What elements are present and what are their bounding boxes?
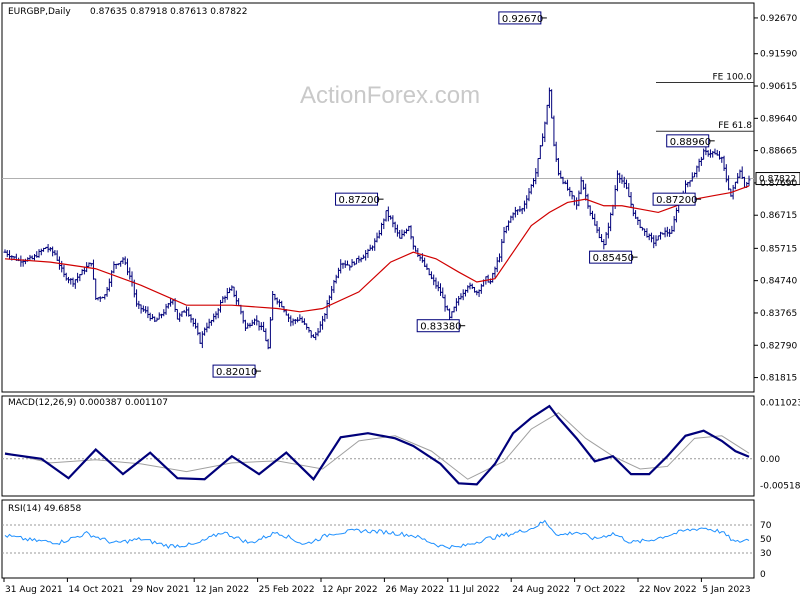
rsi-y-tick-label: 50 bbox=[760, 535, 772, 545]
x-tick-label: 29 Nov 2021 bbox=[132, 585, 190, 595]
watermark: ActionForex.com bbox=[300, 82, 480, 109]
price-y-tick-label: 0.83765 bbox=[760, 309, 797, 319]
x-tick-label: 22 Nov 2022 bbox=[639, 585, 697, 595]
macd-signal-line bbox=[4, 412, 750, 480]
annotation-box bbox=[416, 319, 460, 333]
annotation-label: 0.87200 bbox=[656, 195, 697, 206]
annotation-label: 0.82010 bbox=[216, 367, 257, 378]
rsi-panel-frame bbox=[1, 499, 755, 579]
x-tick-label: 12 Jan 2022 bbox=[195, 585, 249, 595]
x-tick-label: 31 Aug 2021 bbox=[5, 585, 63, 595]
annotation-label: 0.87200 bbox=[339, 195, 380, 206]
price-y-tick-label: 0.89640 bbox=[760, 114, 797, 124]
price-panel-frame bbox=[1, 2, 755, 393]
price-y-tick-label: 0.88665 bbox=[760, 147, 797, 157]
annotation-label: 0.88960 bbox=[670, 137, 711, 148]
annotation-label: 0.83380 bbox=[420, 322, 461, 333]
x-tick-label: 14 Oct 2021 bbox=[68, 585, 124, 595]
current-price-label: 0.87822 bbox=[759, 175, 796, 185]
macd-panel-frame bbox=[1, 395, 755, 497]
annotation-box bbox=[652, 192, 696, 206]
moving-average-line bbox=[4, 185, 750, 313]
price-panel-title: EURGBP,Daily bbox=[8, 7, 71, 17]
annotation-label: 0.92670 bbox=[502, 14, 543, 25]
macd-panel-title: MACD(12,26,9) 0.000387 0.001107 bbox=[8, 398, 168, 408]
annotation-label: 0.85450 bbox=[593, 253, 634, 264]
macd-y-tick-label: 0.00 bbox=[760, 455, 780, 465]
rsi-y-tick-label: 0 bbox=[760, 570, 766, 580]
x-tick-label: 26 May 2022 bbox=[385, 585, 444, 595]
x-tick-label: 5 Jan 2023 bbox=[702, 585, 750, 595]
price-y-tick-label: 0.92670 bbox=[760, 14, 797, 24]
price-y-tick-label: 0.91590 bbox=[760, 50, 797, 60]
price-y-tick-label: 0.81815 bbox=[760, 374, 797, 384]
macd-y-tick-label: 0.011023 bbox=[760, 398, 800, 408]
macd-line bbox=[4, 404, 750, 486]
x-tick-label: 11 Jul 2022 bbox=[449, 585, 500, 595]
price-panel-ohlc: 0.87635 0.87918 0.87613 0.87822 bbox=[90, 7, 247, 17]
fib-level-label: FE 100.0 bbox=[713, 73, 753, 83]
rsi-panel-title: RSI(14) 49.6858 bbox=[8, 504, 81, 514]
annotation-box bbox=[498, 11, 542, 25]
rsi-y-tick-label: 70 bbox=[760, 521, 772, 531]
rsi-y-tick-label: 30 bbox=[760, 549, 772, 559]
price-y-tick-label: 0.90615 bbox=[760, 82, 797, 92]
price-y-tick-label: 0.86715 bbox=[760, 211, 797, 221]
price-y-tick-label: 0.84740 bbox=[760, 277, 797, 287]
x-tick-label: 25 Feb 2022 bbox=[259, 585, 315, 595]
price-y-tick-label: 0.82790 bbox=[760, 341, 797, 351]
annotation-box bbox=[666, 134, 710, 148]
fib-level-label: FE 61.8 bbox=[718, 121, 752, 131]
x-tick-label: 7 Oct 2022 bbox=[576, 585, 626, 595]
x-tick-label: 12 Apr 2022 bbox=[322, 585, 378, 595]
price-y-tick-label: 0.85715 bbox=[760, 244, 797, 254]
annotation-box bbox=[212, 364, 256, 378]
current-price-box bbox=[755, 172, 800, 186]
annotation-box bbox=[589, 250, 633, 264]
annotation-box bbox=[335, 192, 379, 206]
rsi-line bbox=[4, 519, 750, 550]
price-y-tick-label: 0.87690 bbox=[760, 179, 797, 189]
macd-y-tick-label: -0.005182 bbox=[760, 481, 800, 491]
x-tick-label: 24 Aug 2022 bbox=[512, 585, 570, 595]
